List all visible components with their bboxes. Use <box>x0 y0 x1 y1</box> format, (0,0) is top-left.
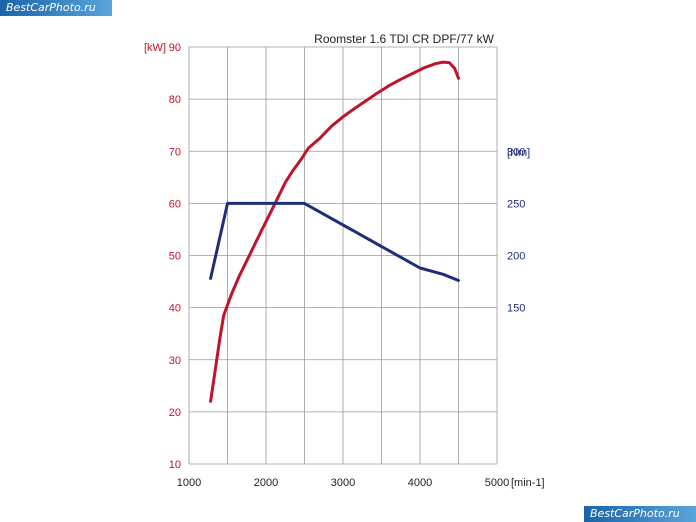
y-tick-label: 30 <box>169 355 181 367</box>
text-layer: Roomster 1.6 TDI CR DPF/77 kW [kW] [Nm] … <box>144 32 545 489</box>
y2-tick-label: 250 <box>507 198 525 210</box>
x-tick-label: 2000 <box>254 477 278 489</box>
torque-series-line <box>209 201 460 282</box>
watermark-bottom: BestCarPhoto.ru <box>584 506 696 522</box>
y-tick-label: 90 <box>169 42 181 54</box>
y-tick-label: 70 <box>169 146 181 158</box>
y-tick-label: 80 <box>169 94 181 106</box>
y2-tick-label: 200 <box>507 251 525 263</box>
x-tick-label: 5000 <box>485 477 509 489</box>
y2-tick-label: 300 <box>507 146 525 158</box>
x-tick-label: 4000 <box>408 477 432 489</box>
power-series-line <box>209 60 460 403</box>
x-axis-unit-label: [min-1] <box>511 477 545 489</box>
grid <box>188 46 498 465</box>
y-tick-label: 50 <box>169 251 181 263</box>
y-tick-label: 60 <box>169 198 181 210</box>
x-tick-label: 3000 <box>331 477 355 489</box>
y2-axis-unit-label: [Nm] <box>507 147 530 159</box>
y-axis-unit-label: [kW] <box>144 42 166 54</box>
y2-tick-label: 150 <box>507 303 525 315</box>
y-tick-label: 20 <box>169 407 181 419</box>
series-layer <box>209 60 460 403</box>
y-tick-label: 40 <box>169 303 181 315</box>
chart-title: Roomster 1.6 TDI CR DPF/77 kW <box>314 32 494 46</box>
watermark-top: BestCarPhoto.ru <box>0 0 112 16</box>
x-tick-label: 1000 <box>177 477 201 489</box>
y-tick-label: 10 <box>169 459 181 471</box>
